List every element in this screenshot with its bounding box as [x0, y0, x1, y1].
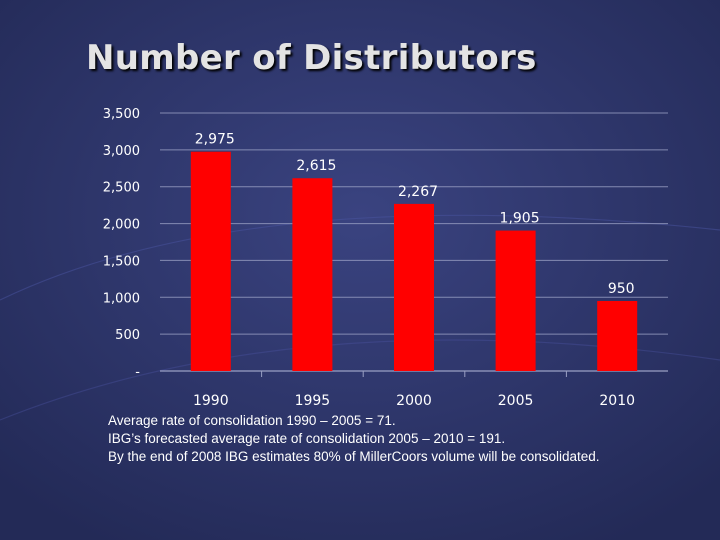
y-tick-label: 3,000 [103, 144, 140, 159]
data-label: 950 [608, 281, 635, 297]
y-tick-label: 3,500 [103, 107, 140, 122]
y-tick-label: 500 [115, 328, 140, 343]
slide-title: Number of Distributors [86, 38, 537, 78]
notes-text-block: Average rate of consolidation 1990 – 200… [108, 412, 628, 466]
y-tick-label: 1,500 [103, 254, 140, 269]
x-tick-label: 2000 [396, 393, 432, 409]
x-tick-label: 1990 [193, 393, 229, 409]
bar-2000 [394, 203, 434, 371]
x-tick-label: 1995 [295, 393, 331, 409]
y-tick-label: 1,000 [103, 291, 140, 306]
bar-1990 [190, 151, 231, 371]
x-tick-label: 2005 [498, 393, 534, 409]
x-tick-label: 2010 [599, 393, 635, 409]
bar-2005 [495, 230, 536, 371]
data-label: 1,905 [500, 211, 540, 227]
y-tick-label: - [135, 365, 140, 380]
note-line-2: IBG’s forecasted average rate of consoli… [108, 431, 506, 446]
note-line-1: Average rate of consolidation 1990 – 200… [108, 413, 396, 428]
bar-2010 [597, 300, 638, 371]
data-label: 2,267 [398, 184, 438, 200]
y-tick-label: 2,000 [103, 218, 140, 233]
y-tick-label: 2,500 [103, 181, 140, 196]
bar-1995 [292, 178, 333, 371]
data-label: 2,975 [195, 132, 235, 148]
note-line-3: By the end of 2008 IBG estimates 80% of … [108, 449, 600, 464]
distributors-bar-chart: - 500 1,000 1,500 2,000 2,500 3,000 3,500 2,975 1… [103, 107, 668, 409]
data-label: 2,615 [296, 158, 336, 174]
